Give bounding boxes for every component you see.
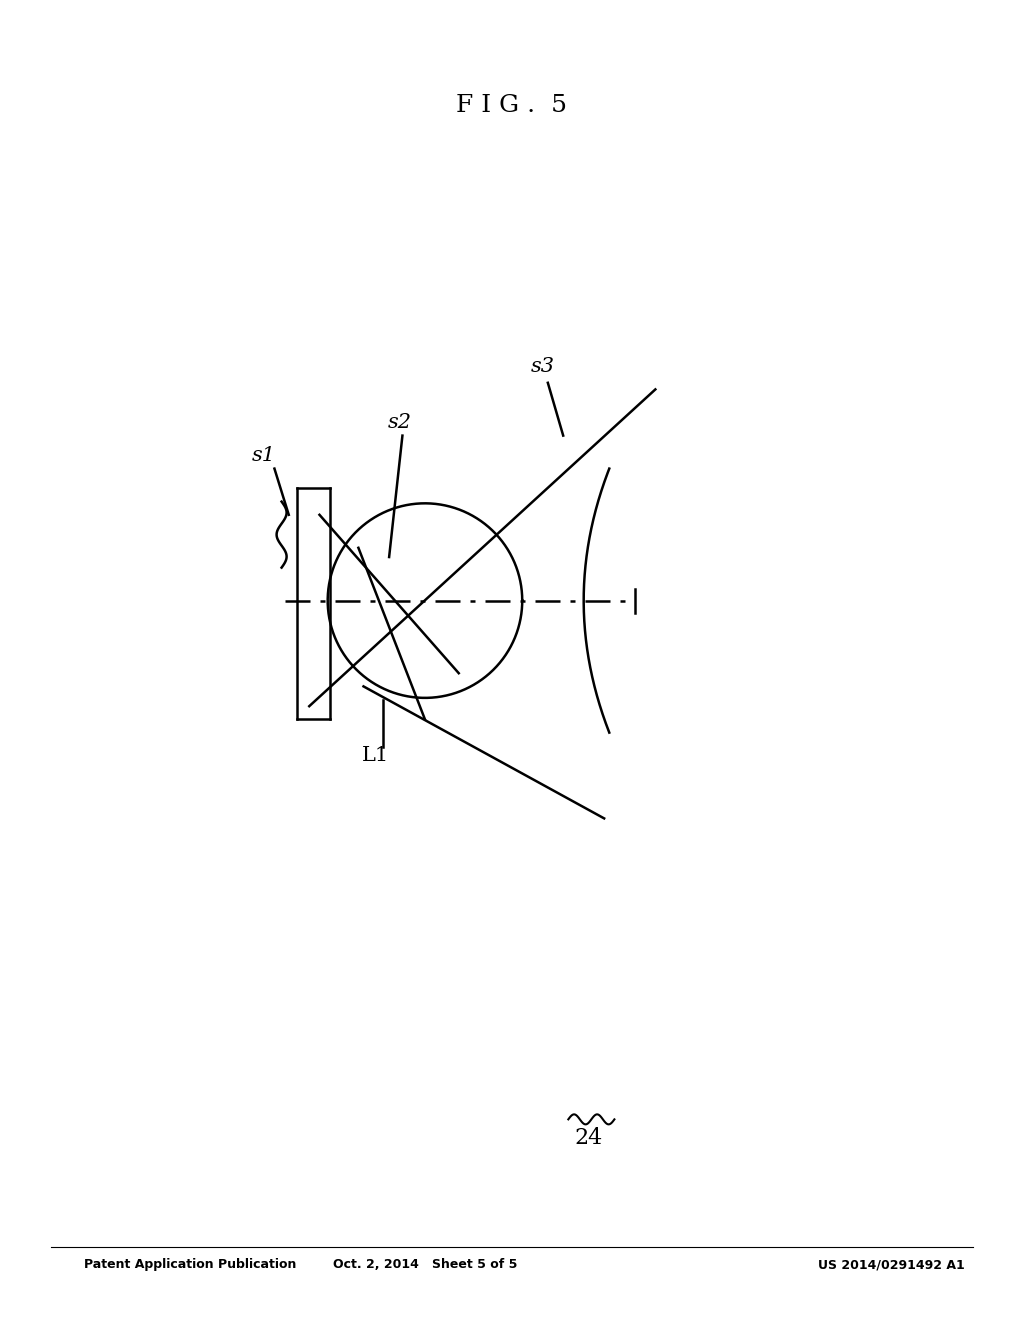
Text: US 2014/0291492 A1: US 2014/0291492 A1 bbox=[817, 1258, 965, 1271]
Text: L1: L1 bbox=[362, 746, 389, 764]
Text: s2: s2 bbox=[387, 413, 412, 432]
Text: Patent Application Publication: Patent Application Publication bbox=[84, 1258, 296, 1271]
Text: 24: 24 bbox=[574, 1127, 603, 1148]
Text: s1: s1 bbox=[252, 446, 276, 465]
Text: s3: s3 bbox=[530, 358, 555, 376]
Text: F I G .  5: F I G . 5 bbox=[457, 94, 567, 117]
Text: Oct. 2, 2014   Sheet 5 of 5: Oct. 2, 2014 Sheet 5 of 5 bbox=[333, 1258, 517, 1271]
